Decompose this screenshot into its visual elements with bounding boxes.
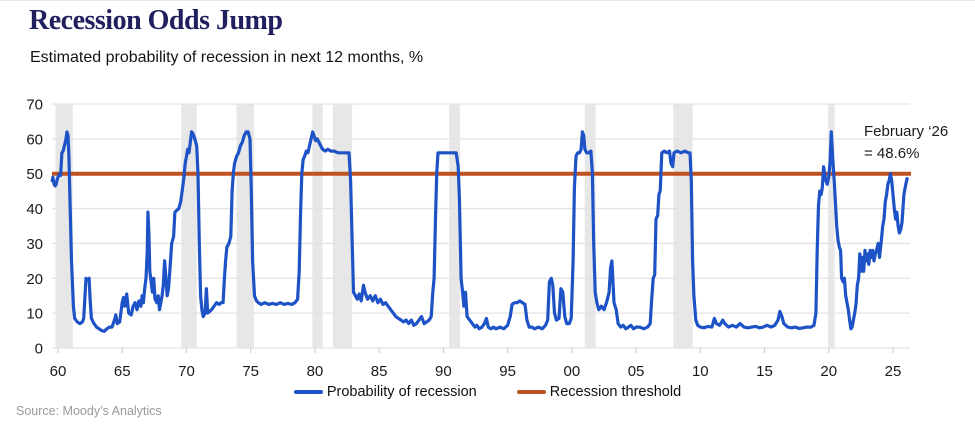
- svg-text:20: 20: [820, 363, 837, 380]
- annotation-line2: = 48.6%: [864, 144, 920, 162]
- svg-text:85: 85: [371, 363, 388, 380]
- svg-text:90: 90: [435, 363, 452, 380]
- legend-label: Probability of recession: [326, 384, 477, 400]
- recession-chart: 0 10 20 30 40 50 60 70 60 65 70 75 80 85 90 95 00 05 10 15 2…: [26, 97, 911, 380]
- svg-text:05: 05: [628, 363, 645, 380]
- svg-text:95: 95: [499, 363, 516, 380]
- svg-text:0: 0: [35, 341, 43, 358]
- legend-item-probability: Probability of recession: [293, 384, 477, 400]
- svg-text:70: 70: [178, 363, 195, 380]
- latest-value-annotation: February ‘26 = 48.6%: [864, 121, 948, 165]
- probability-line: [50, 130, 909, 333]
- svg-text:80: 80: [307, 363, 324, 380]
- orange-line-icon: [516, 390, 546, 394]
- svg-text:65: 65: [114, 363, 131, 380]
- x-axis-labels: 60 65 70 75 80 85 90 95 00 05 10 15 20 25: [50, 348, 902, 380]
- legend-label: Recession threshold: [549, 384, 682, 400]
- recession-bands: [55, 104, 835, 348]
- svg-text:70: 70: [26, 97, 43, 114]
- svg-text:00: 00: [563, 363, 580, 380]
- svg-text:40: 40: [26, 201, 43, 218]
- svg-text:30: 30: [26, 236, 43, 253]
- svg-text:10: 10: [26, 306, 43, 323]
- svg-text:20: 20: [26, 271, 43, 288]
- svg-text:50: 50: [26, 166, 43, 183]
- source-credit: Source: Moody’s Analytics: [16, 404, 162, 418]
- svg-text:75: 75: [242, 363, 259, 380]
- svg-text:60: 60: [26, 131, 43, 148]
- y-axis-labels: 0 10 20 30 40 50 60 70: [26, 97, 43, 358]
- svg-text:60: 60: [50, 363, 67, 380]
- chart-area: 0 10 20 30 40 50 60 70 60 65 70 75 80 85 90 95 00 05 10 15 2…: [0, 91, 975, 391]
- annotation-line1: February ‘26: [864, 123, 949, 140]
- chart-subtitle: Estimated probability of recession in ne…: [30, 49, 424, 66]
- legend-item-threshold: Recession threshold: [516, 384, 682, 400]
- page-title: Recession Odds Jump: [29, 5, 283, 36]
- svg-text:10: 10: [692, 363, 709, 380]
- svg-text:15: 15: [756, 363, 773, 380]
- chart-legend: Probability of recession Recession thres…: [0, 384, 975, 400]
- blue-line-icon: [293, 390, 323, 394]
- svg-text:25: 25: [885, 363, 902, 380]
